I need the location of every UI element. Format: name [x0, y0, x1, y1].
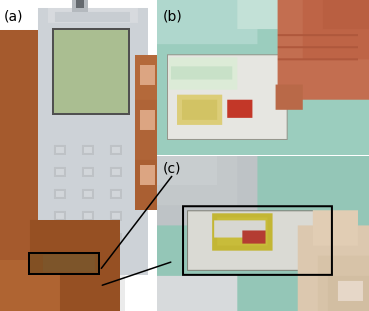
- Text: (b): (b): [162, 9, 182, 23]
- Text: (c): (c): [162, 162, 181, 176]
- Text: (a): (a): [4, 9, 23, 23]
